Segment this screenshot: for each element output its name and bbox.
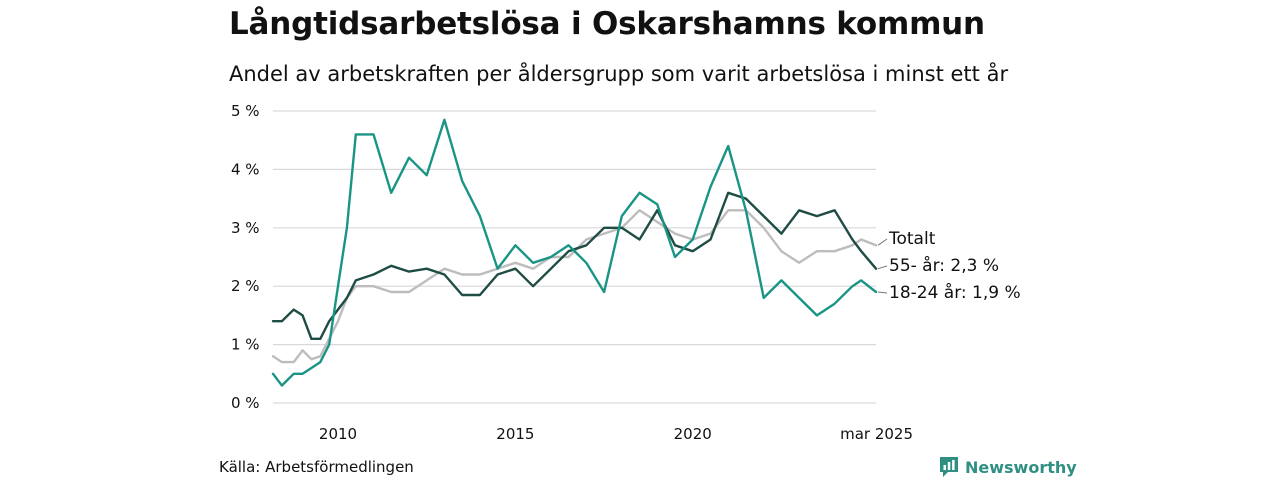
brand-logo: Newsworthy bbox=[939, 456, 1077, 478]
x-tick-label: mar 2025 bbox=[840, 425, 913, 443]
source-note: Källa: Arbetsförmedlingen bbox=[219, 458, 414, 476]
series-leader-line bbox=[877, 265, 888, 270]
chart-title: Långtidsarbetslösa i Oskarshamns kommun bbox=[229, 6, 985, 42]
chart-subtitle: Andel av arbetskraften per åldersgrupp s… bbox=[229, 62, 1009, 86]
x-tick-label: 2020 bbox=[674, 425, 712, 443]
y-tick-label: 4 % bbox=[231, 160, 260, 178]
series-leader-line bbox=[877, 291, 888, 294]
series-end-label: Totalt bbox=[888, 229, 936, 249]
series-leader-line bbox=[877, 238, 888, 246]
newsworthy-logo-icon bbox=[940, 457, 958, 477]
x-tick-label: 2010 bbox=[319, 425, 357, 443]
series-line-3 bbox=[271, 118, 878, 387]
x-tick-label: 2015 bbox=[496, 425, 534, 443]
line-chart: 0 % 1 % 2 % 3 % 4 % 5 % 2010 2015 2020 mar 2025 To… bbox=[231, 102, 1021, 443]
y-tick-label: 2 % bbox=[231, 277, 260, 295]
y-tick-label: 0 % bbox=[231, 394, 260, 412]
brand-name: Newsworthy bbox=[965, 457, 1077, 477]
y-tick-label: 5 % bbox=[231, 102, 260, 120]
series-line-1 bbox=[271, 209, 878, 364]
series-line-2 bbox=[271, 191, 878, 340]
series-end-label: 18-24 år: 1,9 % bbox=[889, 282, 1021, 303]
y-tick-label: 1 % bbox=[231, 336, 260, 354]
y-tick-label: 3 % bbox=[231, 219, 260, 237]
series-end-label: 55- år: 2,3 % bbox=[889, 255, 999, 276]
